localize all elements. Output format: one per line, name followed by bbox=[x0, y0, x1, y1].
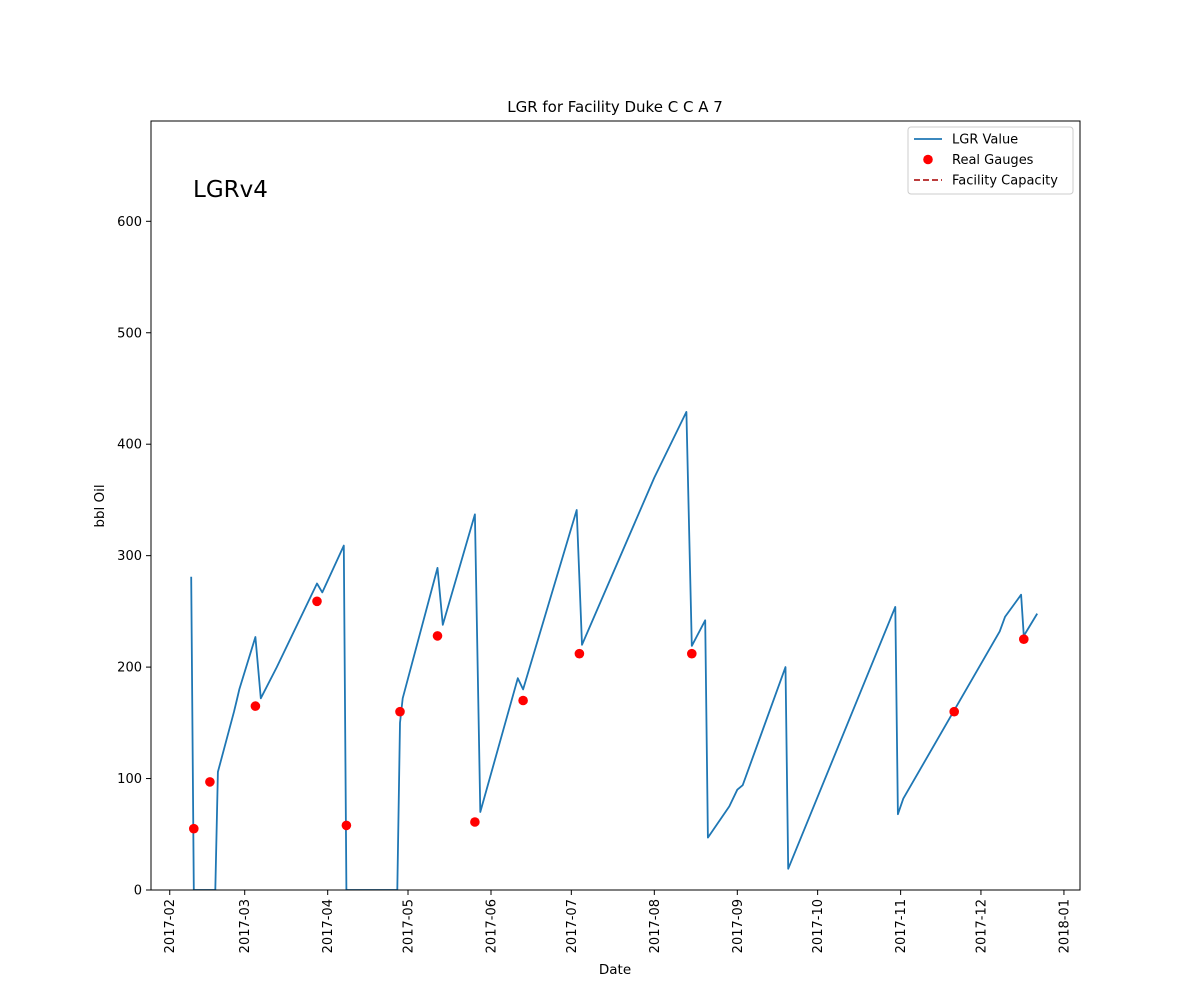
y-tick-label: 400 bbox=[117, 438, 142, 453]
y-tick-label: 100 bbox=[117, 772, 142, 787]
legend-label: Facility Capacity bbox=[952, 174, 1058, 189]
gauge-point bbox=[949, 706, 959, 717]
legend: LGR Value Real Gauges Facility Capacity bbox=[907, 126, 1074, 195]
x-tick-label: 2017-02 bbox=[163, 899, 178, 953]
gauge-point bbox=[205, 777, 215, 787]
gauge-point bbox=[250, 701, 261, 711]
plot-area: 0 100 200 300 400 500 600 2017-02 2017-03 2017-04… bbox=[117, 120, 1081, 953]
legend-label: LGR Value bbox=[952, 133, 1018, 148]
gauge-point bbox=[312, 596, 322, 607]
chart-title: LGR for Facility Duke C C A 7 bbox=[507, 98, 723, 116]
legend-swatch-point bbox=[923, 154, 933, 165]
gauge-point bbox=[518, 695, 528, 706]
gauge-point bbox=[687, 648, 697, 659]
y-tick-label: 200 bbox=[117, 661, 142, 676]
x-tick-label: 2017-08 bbox=[648, 899, 663, 953]
y-tick-label: 0 bbox=[134, 884, 142, 899]
x-tick-label: 2017-06 bbox=[485, 899, 500, 953]
version-annotation: LGRv4 bbox=[193, 177, 268, 203]
gauge-point bbox=[341, 820, 352, 831]
plot-frame bbox=[150, 120, 1081, 891]
gauge-point bbox=[189, 823, 199, 834]
x-tick-label: 2018-01 bbox=[1057, 899, 1072, 953]
gauge-point bbox=[470, 817, 480, 827]
x-tick-label: 2017-09 bbox=[731, 899, 746, 953]
x-tick-label: 2017-10 bbox=[811, 899, 826, 953]
y-axis-label: bbl Oil bbox=[92, 484, 108, 527]
gauge-point bbox=[1019, 634, 1029, 644]
y-tick-label: 500 bbox=[117, 326, 142, 341]
x-tick-label: 2017-03 bbox=[238, 899, 253, 953]
x-tick-label: 2017-04 bbox=[321, 899, 336, 953]
y-tick-label: 300 bbox=[117, 549, 142, 564]
x-tick-label: 2017-07 bbox=[565, 899, 580, 953]
x-axis-label: Date bbox=[599, 962, 631, 978]
gauge-point bbox=[395, 706, 405, 717]
series-line-lgr-value bbox=[190, 411, 1038, 890]
legend-box bbox=[907, 126, 1074, 195]
gauge-point bbox=[574, 648, 585, 659]
x-tick-label: 2017-05 bbox=[402, 899, 417, 953]
y-tick-label: 600 bbox=[117, 215, 142, 230]
x-tick-label: 2017-12 bbox=[974, 899, 989, 953]
x-tick-label: 2017-11 bbox=[894, 899, 909, 953]
legend-label: Real Gauges bbox=[952, 153, 1034, 168]
gauge-point bbox=[432, 631, 443, 641]
